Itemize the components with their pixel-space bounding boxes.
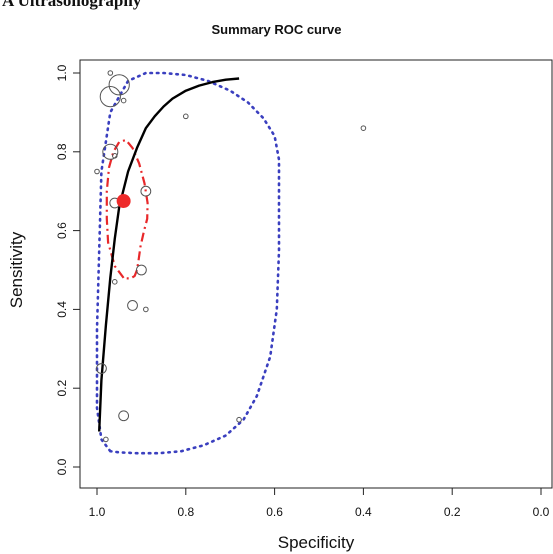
y-tick-label: 0.4	[55, 301, 69, 318]
x-tick-label: 0.8	[177, 505, 194, 519]
study-point	[136, 264, 147, 276]
x-tick-label: 0.0	[533, 505, 550, 519]
sroc-curve	[98, 77, 240, 432]
x-tick-label: 0.2	[444, 505, 461, 519]
x-tick-label: 0.6	[266, 505, 283, 519]
x-tick-label: 0.4	[355, 505, 372, 519]
x-axis: 1.0 0.8 0.6 0.4 0.2 0.0	[89, 488, 550, 519]
study-point	[103, 436, 109, 443]
study-point	[99, 86, 121, 108]
study-point	[108, 74, 130, 96]
x-tick-label: 1.0	[89, 505, 106, 519]
study-point	[96, 363, 107, 374]
panel-label: A Ultrasonography	[2, 0, 142, 10]
study-point	[107, 70, 114, 76]
confidence-region	[105, 138, 149, 280]
y-tick-label: 1.0	[55, 64, 69, 81]
regions	[95, 71, 281, 455]
study-point	[183, 113, 189, 120]
study-point	[127, 300, 138, 311]
study-points	[94, 70, 367, 443]
study-point	[236, 416, 242, 423]
study-point	[120, 97, 127, 104]
y-tick-label: 0.0	[55, 458, 69, 475]
y-axis-label: Sensitivity	[7, 231, 26, 308]
x-axis-label: Specificity	[278, 533, 355, 552]
study-point	[118, 410, 130, 422]
prediction-region	[95, 71, 281, 455]
study-point	[94, 168, 100, 175]
study-point	[111, 279, 118, 285]
chart-title: Summary ROC curve	[211, 22, 342, 37]
summary-point	[116, 194, 131, 209]
study-point	[143, 306, 149, 313]
plot-frame	[79, 59, 553, 489]
y-tick-label: 0.6	[55, 222, 69, 239]
curve-layer	[98, 77, 240, 432]
y-tick-label: 0.8	[55, 143, 69, 160]
study-point	[102, 143, 119, 160]
y-tick-label: 0.2	[55, 380, 69, 397]
study-point	[360, 125, 367, 131]
study-point	[140, 185, 152, 197]
y-axis: 0.0 0.2 0.4 0.6 0.8 1.0	[55, 64, 80, 475]
study-point	[111, 152, 118, 159]
